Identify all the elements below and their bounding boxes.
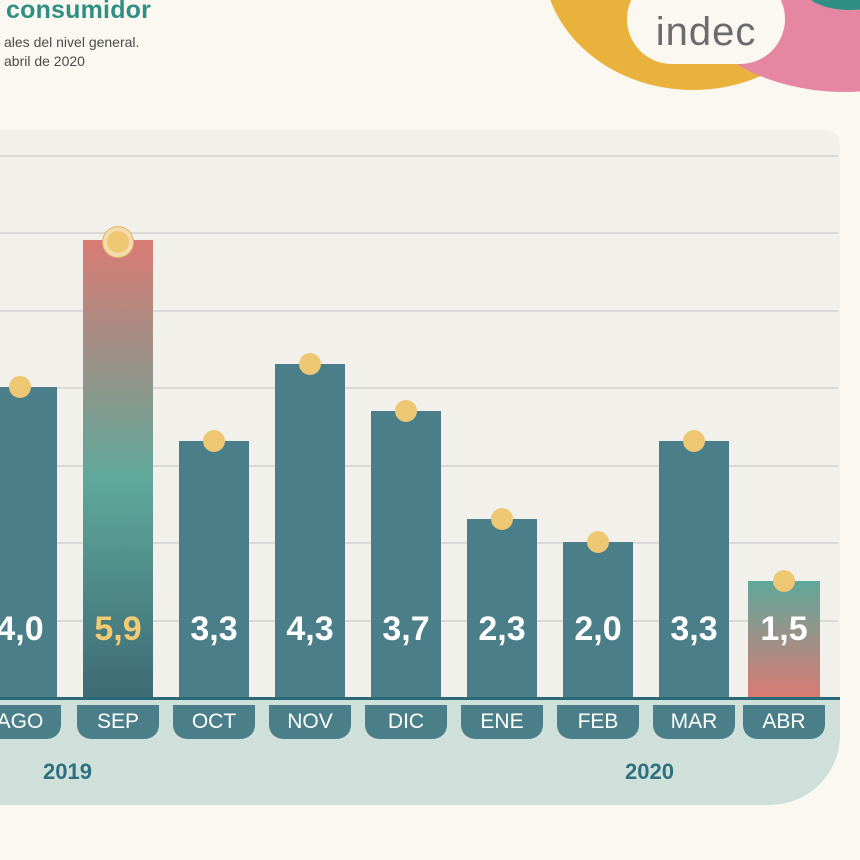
value-label-mar: 3,3 xyxy=(670,610,718,648)
teal-blob xyxy=(805,0,860,10)
bar-abr xyxy=(748,580,820,697)
grid-line xyxy=(0,232,838,235)
value-label-nov: 4,3 xyxy=(286,610,334,648)
value-label-ene: 2,3 xyxy=(478,610,526,648)
month-label-dic: DIC xyxy=(365,705,447,739)
bar-sep xyxy=(83,240,153,697)
dot-sep xyxy=(107,231,129,254)
dot-ago xyxy=(9,376,31,399)
month-label-oct: OCT xyxy=(173,705,255,739)
dot-abr xyxy=(773,569,795,592)
value-label-feb: 2,0 xyxy=(574,610,622,648)
month-label-mar: MAR xyxy=(653,705,735,739)
year-label-2020: 2020 xyxy=(625,759,674,784)
dot-nov xyxy=(299,353,321,376)
bar-feb xyxy=(563,542,633,697)
chart-title: consumidor xyxy=(6,0,152,24)
logo-text: indec xyxy=(655,9,757,54)
value-label-ago: 4,0 xyxy=(0,610,44,648)
month-label-feb: FEB xyxy=(557,705,639,739)
bar-ene xyxy=(467,518,537,697)
value-label-oct: 3,3 xyxy=(190,610,238,648)
value-label-abr: 1,5 xyxy=(760,610,808,648)
grid-line xyxy=(0,309,838,312)
indec-logo: indec xyxy=(627,0,785,64)
month-label-nov: NOV xyxy=(269,705,351,739)
grid-line xyxy=(0,155,838,157)
bar-dic xyxy=(371,410,441,697)
grid-line xyxy=(0,387,838,390)
dot-ene xyxy=(491,507,513,530)
dot-mar xyxy=(683,430,705,453)
bar-nov xyxy=(275,364,345,697)
dot-oct xyxy=(203,430,225,453)
month-label-abr: ABR xyxy=(743,705,825,739)
chart-subtitle-line1: ales del nivel general. xyxy=(4,34,140,50)
value-label-dic: 3,7 xyxy=(382,610,430,648)
bar-oct xyxy=(179,441,249,697)
year-label-2019: 2019 xyxy=(43,759,92,784)
month-label-ene: ENE xyxy=(461,705,543,739)
bar-mar xyxy=(659,441,729,697)
baseline xyxy=(0,697,840,700)
value-label-sep: 5,9 xyxy=(94,610,142,648)
chart-subtitle-line2: abril de 2020 xyxy=(4,53,85,69)
bar-ago xyxy=(0,387,57,697)
dot-dic xyxy=(395,399,417,422)
month-label-ago: AGO xyxy=(0,705,61,739)
month-label-sep: SEP xyxy=(77,705,159,739)
dot-feb xyxy=(587,531,609,554)
